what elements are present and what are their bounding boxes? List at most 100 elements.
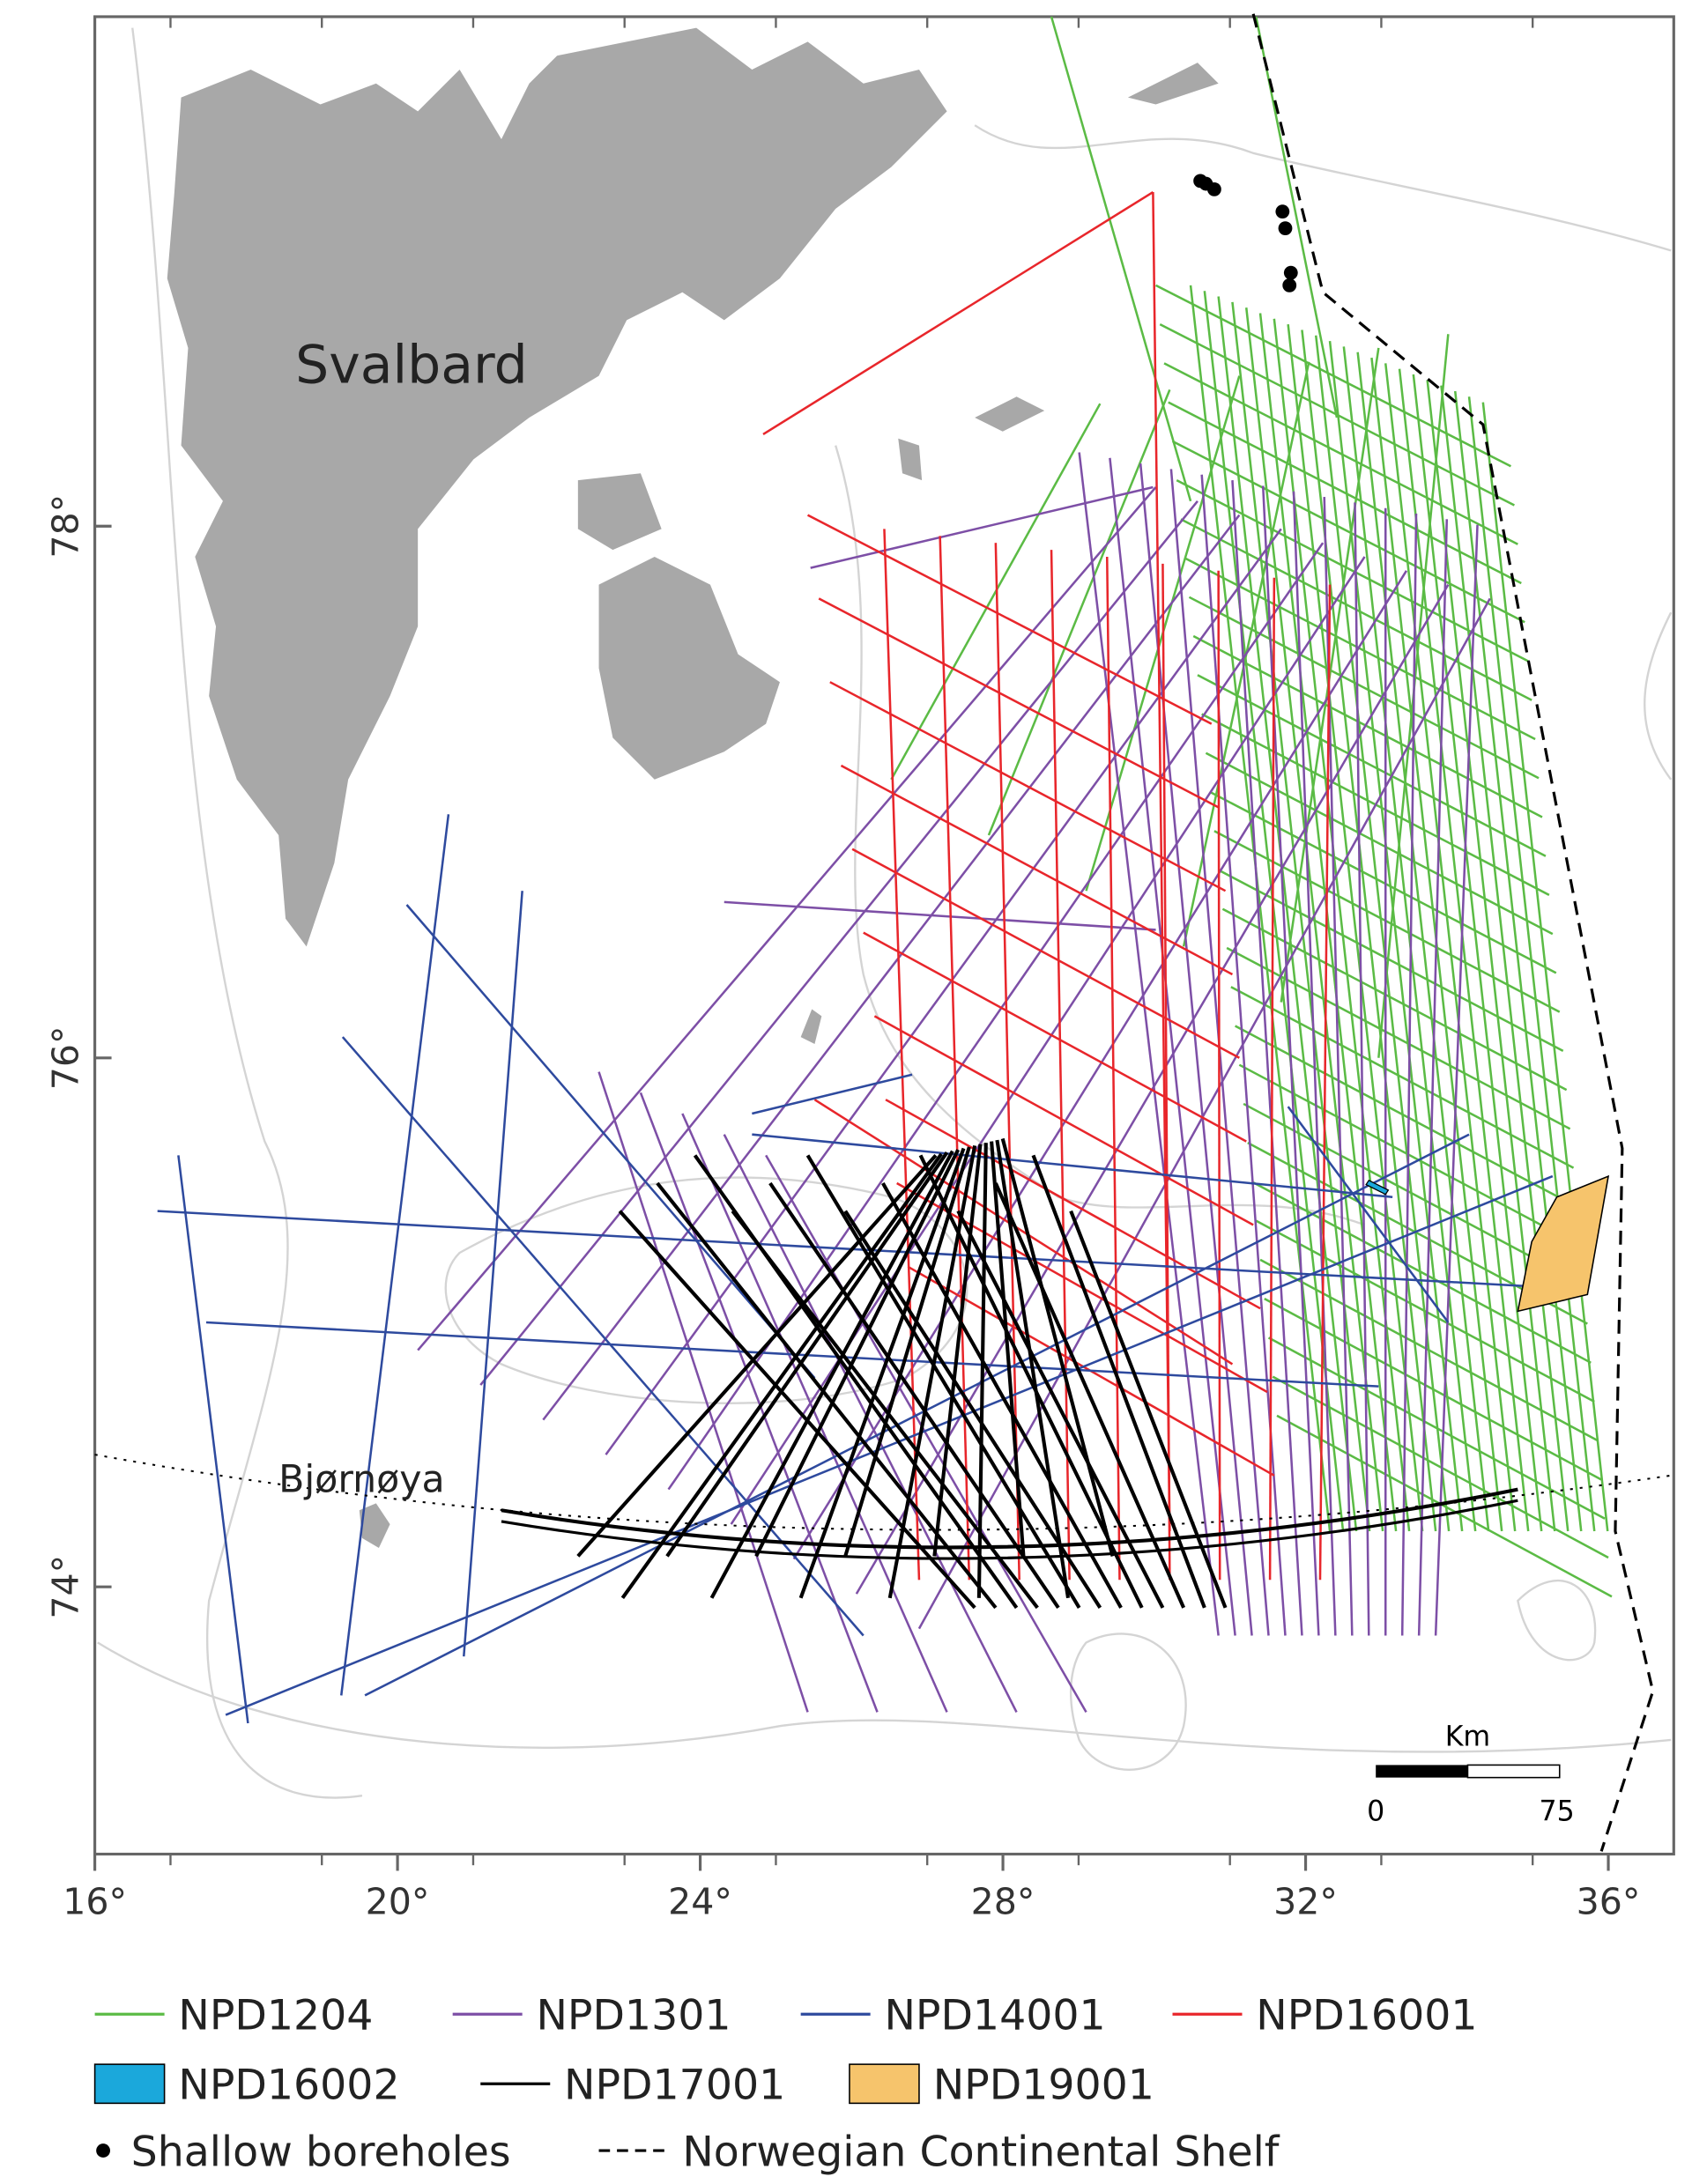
land [167, 27, 1219, 1548]
survey-line [1235, 1025, 1578, 1208]
survey-line [605, 528, 1282, 1455]
island [577, 473, 662, 551]
survey-line [851, 848, 1240, 1059]
scale-end: 75 [1539, 1796, 1574, 1828]
survey-line [752, 1133, 1393, 1199]
place-label: Svalbard [295, 334, 528, 396]
survey-line [1197, 674, 1547, 857]
legend-label: Shallow boreholes [131, 2128, 511, 2176]
survey-line [225, 1174, 1554, 1716]
borehole [1282, 278, 1297, 292]
survey-line [885, 1099, 1261, 1310]
survey-line [1356, 352, 1490, 1532]
survey-line [709, 1150, 954, 1599]
legend-label: NPD1301 [536, 1992, 731, 2040]
survey-line [1109, 457, 1236, 1636]
survey-line [932, 1144, 983, 1557]
survey-line [177, 1155, 249, 1724]
survey-line [339, 814, 450, 1696]
lat-label: 74° [45, 1555, 87, 1619]
scale-start: 0 [1367, 1796, 1384, 1828]
island [598, 556, 780, 780]
contour [1517, 1580, 1597, 1662]
survey-line [1434, 524, 1479, 1636]
survey-line [939, 536, 971, 1581]
survey-line [1209, 790, 1557, 974]
survey-line [1217, 296, 1358, 1532]
survey-line [620, 1152, 943, 1600]
scale-white [1466, 1764, 1561, 1779]
survey-line [805, 1154, 1081, 1609]
contour [1070, 1632, 1187, 1771]
survey-line [479, 500, 1198, 1386]
survey-line [1218, 869, 1564, 1053]
survey-line [656, 1181, 998, 1610]
survey-line [1398, 368, 1530, 1532]
survey-line [542, 514, 1241, 1421]
survey-line [1287, 323, 1424, 1532]
island [898, 438, 923, 481]
survey-line [1213, 830, 1561, 1013]
lon-label: 16° [63, 1880, 127, 1922]
survey-line [1417, 519, 1449, 1636]
survey-line [405, 904, 816, 1380]
place-label: Bjørnøya [278, 1458, 444, 1502]
survey-line [810, 485, 1154, 569]
survey-line [1400, 513, 1418, 1636]
survey-line [994, 543, 1020, 1581]
lat-label: 78° [45, 494, 87, 559]
survey-line [1244, 307, 1384, 1532]
survey-area [1517, 1174, 1610, 1313]
survey-line [762, 190, 1154, 436]
survey-line [1243, 1102, 1584, 1286]
contour [97, 1641, 1672, 1753]
bjornoya-land [359, 1503, 390, 1548]
survey-line [881, 1181, 1123, 1609]
scale-bar: Km 0 75 [1367, 1721, 1575, 1827]
survey-line [1426, 380, 1556, 1532]
survey-line [731, 1210, 1039, 1610]
contour [1644, 611, 1673, 781]
survey-line [1258, 313, 1398, 1532]
borehole [1283, 265, 1298, 280]
lon-label: 36° [1577, 1880, 1641, 1922]
survey-line [364, 1133, 1470, 1697]
legend-label: NPD16001 [1256, 1992, 1477, 2040]
survey-line [1342, 346, 1477, 1532]
survey-line [1168, 401, 1522, 585]
survey-line [873, 1015, 1254, 1226]
legend-swatch [96, 2143, 110, 2158]
survey-line [501, 1487, 1518, 1550]
survey-line [918, 1154, 1144, 1609]
survey-line [990, 1141, 1026, 1557]
legend: NPD1204 NPD1301 NPD14001 NPD16001 NPD16002 NP… [93, 1992, 1478, 2176]
survey-line [883, 529, 921, 1581]
contour [131, 27, 363, 1799]
contour [835, 445, 1365, 1226]
survey-line [681, 1113, 948, 1713]
survey-line [1069, 1210, 1228, 1609]
island [800, 1009, 822, 1044]
lon-label: 32° [1273, 1880, 1338, 1922]
legend-label: NPD14001 [884, 1992, 1105, 2040]
survey-line [1268, 577, 1276, 1581]
survey-line [1000, 1137, 1115, 1557]
survey-line [1221, 907, 1568, 1092]
survey-line [1273, 318, 1411, 1532]
survey-line [639, 1092, 879, 1713]
survey-line [1171, 440, 1525, 624]
survey-line [1231, 301, 1371, 1532]
survey-line [1287, 1106, 1450, 1323]
survey-line [976, 1143, 988, 1598]
survey-line [618, 1210, 976, 1610]
survey-line [1217, 570, 1221, 1581]
legend-swatch [849, 2063, 920, 2105]
survey-lines [157, 16, 1613, 1724]
survey-line [1412, 374, 1543, 1532]
legend-label: NPD1204 [178, 1992, 373, 2040]
survey-line [1031, 1154, 1206, 1609]
survey-line [1318, 584, 1332, 1581]
survey-line [1078, 452, 1220, 1636]
